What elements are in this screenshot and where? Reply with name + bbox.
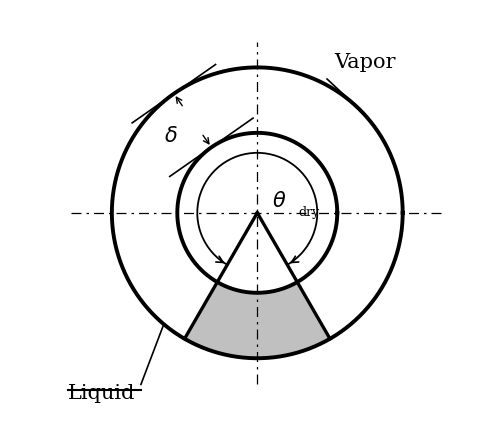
Text: $\theta$: $\theta$ — [272, 191, 286, 211]
Polygon shape — [184, 282, 330, 358]
Text: dry: dry — [298, 206, 319, 219]
Text: Vapor: Vapor — [334, 53, 396, 72]
Text: $\delta$: $\delta$ — [164, 126, 178, 145]
Text: Liquid: Liquid — [68, 384, 136, 403]
